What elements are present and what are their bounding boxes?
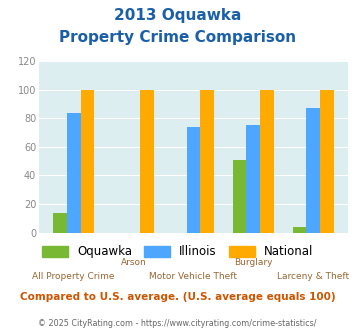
- Bar: [233, 160, 246, 233]
- Bar: [187, 127, 200, 233]
- Bar: [306, 108, 320, 233]
- Text: Burglary: Burglary: [234, 258, 273, 267]
- Bar: [260, 90, 274, 233]
- Text: Arson: Arson: [121, 258, 147, 267]
- Text: Compared to U.S. average. (U.S. average equals 100): Compared to U.S. average. (U.S. average …: [20, 292, 335, 302]
- Bar: [320, 90, 334, 233]
- Bar: [141, 90, 154, 233]
- Text: Motor Vehicle Theft: Motor Vehicle Theft: [149, 272, 237, 280]
- Text: © 2025 CityRating.com - https://www.cityrating.com/crime-statistics/: © 2025 CityRating.com - https://www.city…: [38, 319, 317, 328]
- Text: All Property Crime: All Property Crime: [33, 272, 115, 280]
- Bar: [246, 125, 260, 233]
- Text: 2013 Oquawka: 2013 Oquawka: [114, 8, 241, 23]
- Bar: [67, 113, 81, 233]
- Legend: Oquawka, Illinois, National: Oquawka, Illinois, National: [37, 241, 318, 263]
- Bar: [81, 90, 94, 233]
- Bar: [200, 90, 214, 233]
- Bar: [293, 227, 306, 233]
- Text: Larceny & Theft: Larceny & Theft: [277, 272, 349, 280]
- Text: Property Crime Comparison: Property Crime Comparison: [59, 30, 296, 45]
- Bar: [53, 213, 67, 233]
